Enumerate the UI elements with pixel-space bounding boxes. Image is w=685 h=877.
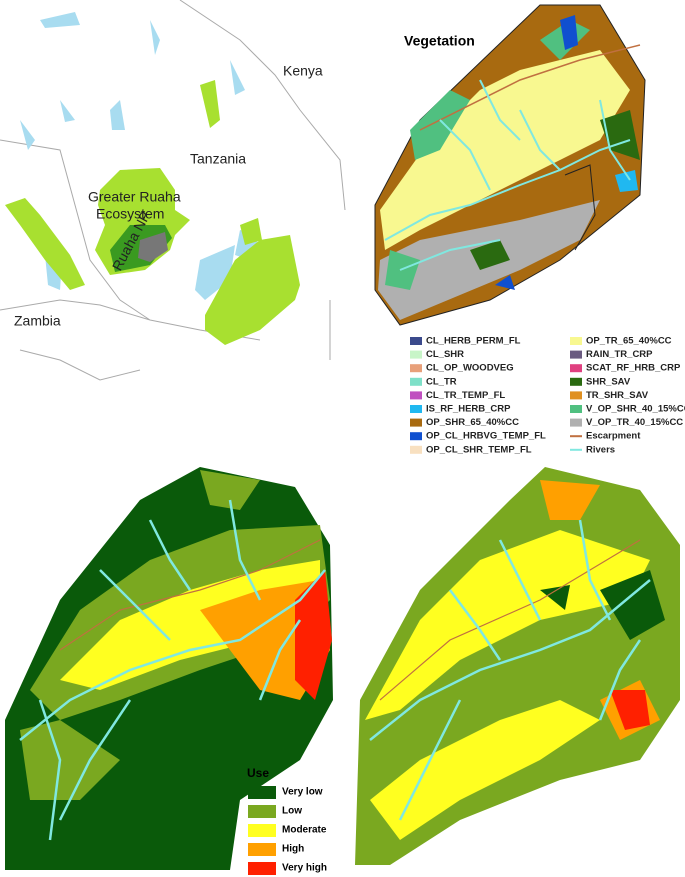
legend-swatch: [410, 364, 422, 373]
legend-label: High: [282, 844, 304, 855]
area: [205, 218, 300, 345]
legend-swatch: [248, 805, 276, 818]
legend-swatch: [248, 843, 276, 856]
area: [470, 110, 640, 270]
area: [370, 700, 600, 840]
area: [20, 470, 260, 800]
area: [380, 50, 630, 250]
legend-swatch: [410, 350, 422, 359]
place-label: Ecosystem: [96, 206, 164, 222]
legend-swatch: [410, 405, 422, 413]
vegetation-legend: CL_HERB_PERM_FL CL_SHR CL_OP_WOODVEG CL_TR C…: [410, 336, 685, 455]
legend-label: CL_HERB_PERM_FL: [426, 336, 521, 347]
location-map: Kenya Tanzania Greater Ruaha Ecosystem R…: [0, 0, 346, 381]
legend-swatch: [410, 377, 422, 386]
river: [384, 79, 631, 271]
legend-swatch: [410, 337, 422, 345]
escarpment: [419, 44, 641, 131]
legend-label: Very low: [282, 787, 323, 798]
legend-label: OP_CL_HRBVG_TEMP_FL: [426, 431, 546, 442]
legend-swatch: [410, 418, 422, 427]
use-map: [5, 467, 333, 870]
use-map-2: [355, 467, 680, 865]
legend-label: CL_TR: [426, 376, 457, 387]
escarpment: [59, 539, 321, 651]
legend-swatch: [570, 364, 582, 373]
legend-swatch: [410, 432, 422, 441]
area: [138, 232, 168, 262]
legend-swatch: [248, 786, 276, 799]
legend-swatch: [570, 337, 582, 345]
legend-label: V_OP_SHR_40_15%CC: [586, 404, 685, 415]
boundary: [564, 164, 596, 251]
legend-swatch: [248, 824, 276, 837]
vegetation-map: Vegetation: [374, 4, 646, 326]
river: [19, 499, 326, 841]
legend-label: Rivers: [586, 444, 615, 455]
area: [365, 530, 650, 720]
legend-swatch: [570, 377, 582, 386]
area: [615, 170, 638, 192]
legend-label: Very high: [282, 863, 327, 874]
legend-label: Low: [282, 806, 302, 817]
map-title: Vegetation: [404, 33, 475, 49]
legend-label: OP_SHR_65_40%CC: [426, 417, 519, 428]
area: [610, 690, 650, 730]
place-label: Kenya: [283, 63, 323, 79]
legend-swatch: [570, 391, 582, 400]
legend-swatch: [570, 350, 582, 359]
legend-label: Escarpment: [586, 431, 641, 442]
legend-swatch: [248, 862, 276, 875]
area: [495, 15, 578, 290]
border: [0, 0, 346, 381]
legend-label: SCAT_RF_HRB_CRP: [586, 363, 681, 374]
area: [540, 570, 665, 640]
legend-swatch: [570, 405, 582, 413]
legend-label: OP_CL_SHR_TEMP_FL: [426, 444, 532, 455]
legend-label: OP_TR_65_40%CC: [586, 336, 672, 347]
legend-swatch: [570, 418, 582, 427]
legend-label: V_OP_TR_40_15%CC: [586, 417, 683, 428]
legend-swatch: [410, 391, 422, 400]
place-label: Tanzania: [190, 151, 246, 167]
area: [5, 198, 85, 290]
legend-label: Moderate: [282, 825, 327, 836]
legend-swatch: [410, 445, 422, 454]
area: [200, 80, 220, 128]
legend-label: CL_SHR: [426, 349, 464, 360]
river: [369, 519, 651, 821]
use-legend: Very low Low Moderate High Very high: [248, 786, 327, 875]
area: [295, 570, 332, 700]
legend-label: IS_RF_HERB_CRP: [426, 404, 511, 415]
legend-title: Use: [247, 766, 269, 780]
place-label: Greater Ruaha: [88, 189, 181, 205]
legend-label: CL_OP_WOODVEG: [426, 363, 514, 374]
legend-label: SHR_SAV: [586, 376, 631, 387]
legend-label: RAIN_TR_CRP: [586, 349, 653, 360]
legend-label: CL_TR_TEMP_FL: [426, 390, 505, 401]
legend-label: TR_SHR_SAV: [586, 390, 649, 401]
escarpment: [379, 539, 641, 701]
place-label: Zambia: [14, 313, 61, 329]
